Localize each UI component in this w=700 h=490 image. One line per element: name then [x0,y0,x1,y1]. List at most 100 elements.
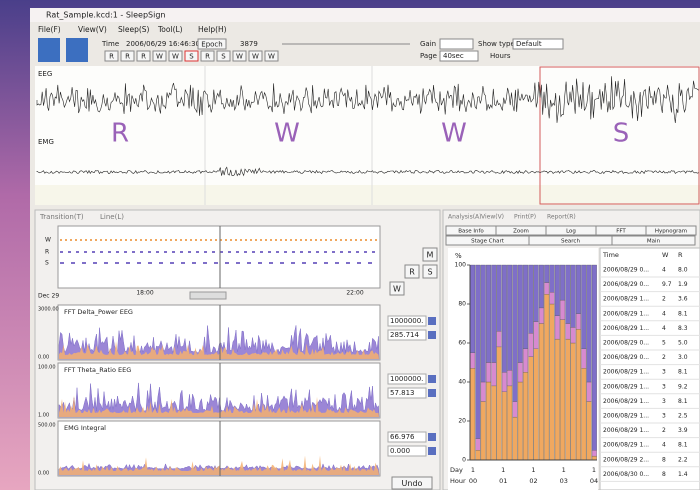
bar-segment [550,265,555,292]
bar-segment [470,368,475,460]
bar-segment [592,456,597,460]
stage-key[interactable]: R [409,268,415,277]
stage-key[interactable]: M [427,251,434,260]
bar-segment [592,450,597,456]
panel-menu[interactable]: View(V) [481,214,504,221]
menu-item[interactable]: Tool(L) [157,25,183,34]
menu-item[interactable]: Sleep(S) [118,25,150,34]
stage-key[interactable]: S [427,268,432,277]
transition-plot [58,226,380,288]
show-type-label: Show type [478,40,515,48]
epoch-value: 3879 [240,40,258,48]
hour-tick: 02 [529,477,537,485]
menu-item[interactable]: File(F) [38,25,61,34]
y-axis-label: % [455,252,462,260]
value-icon[interactable] [428,447,436,455]
open-icon[interactable] [38,38,60,62]
stage-button[interactable]: R [109,53,114,61]
table-cell: 2006/08/29 2... [603,456,649,463]
menu-item[interactable]: View(V) [78,25,107,34]
tab[interactable]: Hypnogram [655,229,687,235]
bar-segment [560,265,565,300]
gain-select[interactable] [440,39,473,49]
page-label: Page [420,52,437,60]
value-icon[interactable] [428,433,436,441]
stage-button[interactable]: S [221,53,226,61]
stage-button[interactable]: R [205,53,210,61]
stage-button[interactable]: R [141,53,146,61]
tab[interactable]: FFT [616,229,626,235]
bar-segment [481,382,486,402]
transition-row-label: W [45,237,51,244]
trace-value: 57.813 [390,389,415,397]
trace-top: 100.00 [38,365,56,371]
epoch-button[interactable]: Epoch [201,41,222,49]
table-cell: 2006/08/29 1... [603,325,649,332]
stage-letter: W [441,119,467,149]
bar-segment [587,402,592,461]
stage-button[interactable]: R [125,53,130,61]
tab[interactable]: Transition(T) [39,213,84,221]
day-tick: 1 [531,466,535,474]
table-header: W [662,251,669,259]
tab[interactable]: Log [566,229,576,235]
trace-value: 0.000 [390,447,410,455]
time-value: 2006/06/29 16:46:30 [126,40,200,48]
table-cell: 4 [662,310,666,317]
value-icon[interactable] [428,331,436,339]
hours-label: Hours [490,52,511,60]
panel-menu[interactable]: Report(R) [547,214,576,221]
stage-button[interactable]: W [236,53,243,61]
bar-segment [587,265,592,382]
undo-button[interactable]: Undo [402,479,423,488]
stage-button[interactable]: S [189,53,194,61]
table-cell: 5.0 [678,340,688,347]
bar-segment [560,320,565,460]
stage-button[interactable]: W [268,53,275,61]
bar-segment [566,324,571,340]
tab[interactable]: Main [647,239,661,245]
bar-segment [497,331,502,347]
save-icon[interactable] [66,38,88,62]
panel-menu[interactable]: Analysis(A) [448,214,482,221]
tab[interactable]: Base Info [458,229,484,235]
value-icon[interactable] [428,317,436,325]
bar-segment [470,265,475,353]
bar-segment [539,324,544,461]
panel-menu[interactable]: Print(P) [514,214,536,221]
table-cell: 8.1 [678,442,688,449]
table-cell: 1.4 [678,471,688,478]
tab[interactable]: Zoom [513,229,529,235]
bar-segment [481,265,486,382]
table-cell: 3 [662,369,666,376]
bar-segment [476,265,481,439]
y-tick-label: 100 [455,262,467,269]
scrollbar[interactable] [190,292,226,299]
value-icon[interactable] [428,389,436,397]
stage-key[interactable]: W [393,285,401,294]
value-icon[interactable] [428,375,436,383]
tab[interactable]: Stage Chart [471,239,505,245]
time-label: Time [101,40,119,48]
stage-button[interactable]: W [156,53,163,61]
bar-segment [587,382,592,402]
bar-segment [544,265,549,283]
bar-segment [534,349,539,460]
table-cell: 9.7 [662,281,672,288]
table-cell: 2.2 [678,456,688,463]
table-cell: 2006/08/29 1... [603,442,649,449]
transition-tick: 18:00 [136,290,153,297]
stage-button[interactable]: W [172,53,179,61]
day-tick: 1 [592,466,596,474]
bar-segment [497,265,502,331]
trace-bottom: 0.00 [38,355,49,361]
tab[interactable]: Line(L) [100,213,124,221]
tab[interactable]: Search [561,239,580,245]
bar-segment [502,265,507,372]
table-cell: 2006/08/30 0... [603,471,649,478]
stage-button[interactable]: W [252,53,259,61]
table-cell: 8.3 [678,325,688,332]
table-cell: 8.1 [678,369,688,376]
menu-item[interactable]: Help(H) [198,25,227,34]
bar-segment [529,265,534,333]
